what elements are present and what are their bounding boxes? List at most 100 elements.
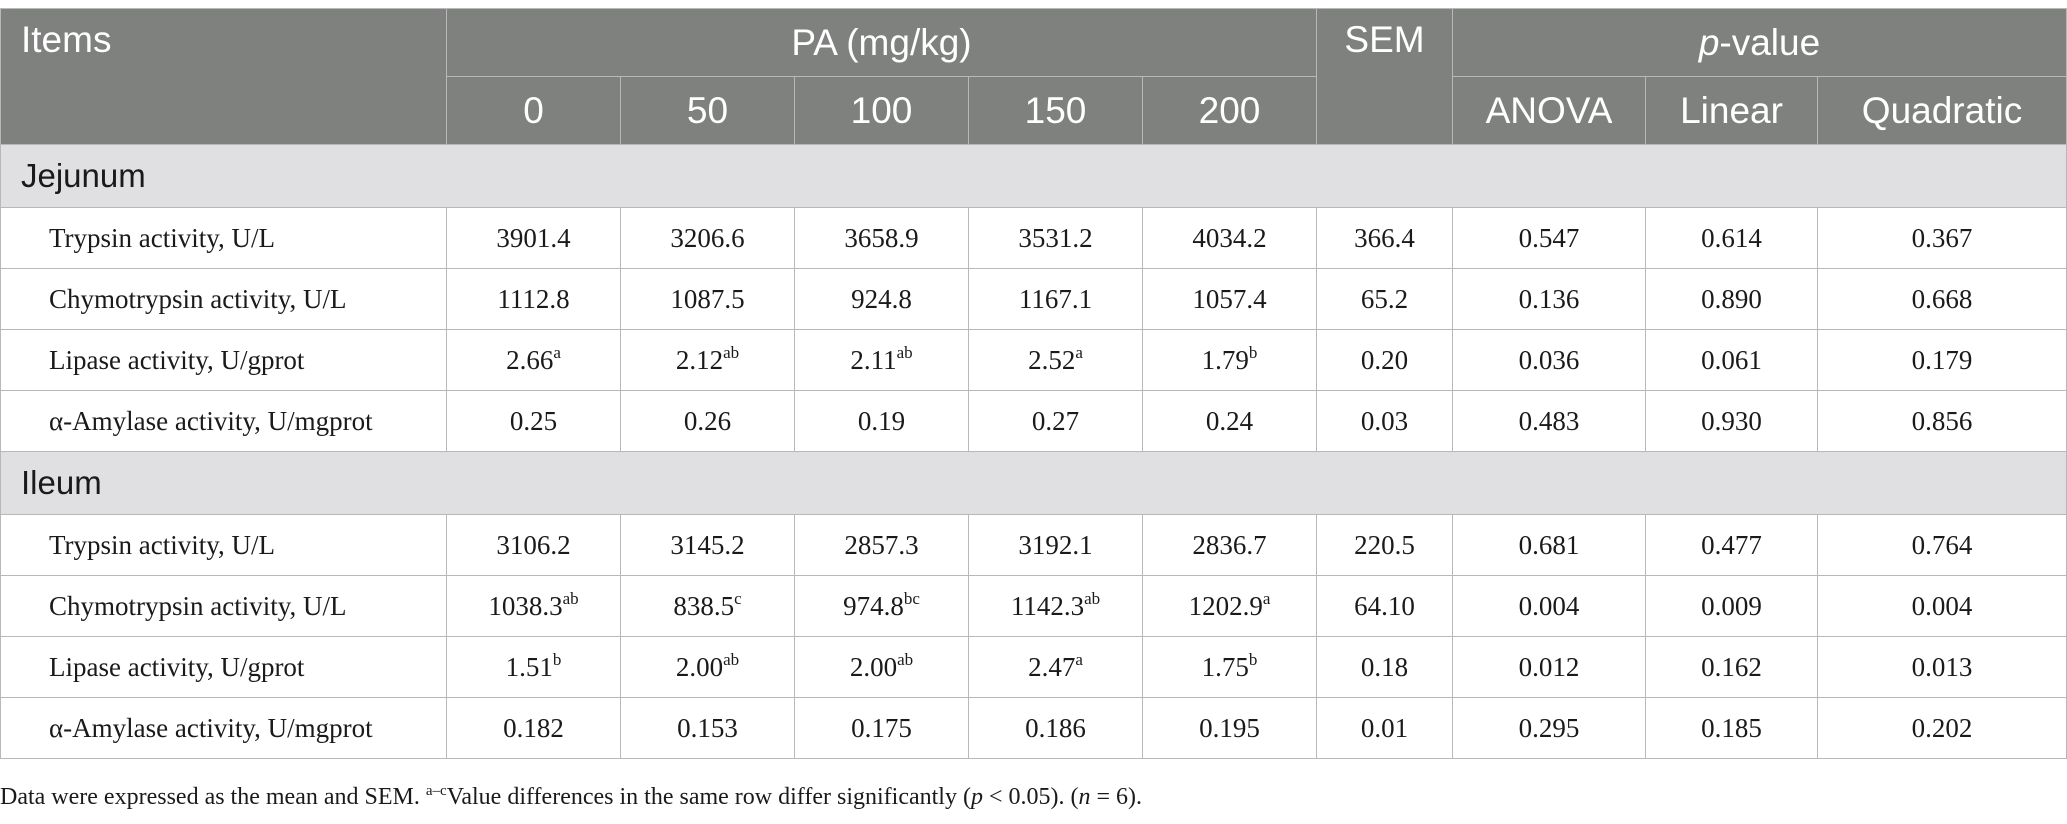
sem-cell: 65.2 [1316,268,1453,330]
section-label: Jejunum [0,144,2067,208]
quadratic-header: Quadratic [1816,76,2067,145]
value-cell: 1.75b [1142,636,1317,698]
cell-value: 4034.2 [1192,222,1267,253]
cell-value: 0.186 [1025,712,1086,743]
table-row: Lipase activity, U/gprot 1.51b 2.00ab 2.00a… [0,636,2067,698]
cell-value: 3192.1 [1018,529,1093,560]
cell-value: 1.51 [505,651,553,682]
row-label: Trypsin activity, U/L [0,514,447,576]
cell-value: 0.153 [677,712,738,743]
significance-superscript: bc [903,588,920,608]
sem-cell: 64.10 [1316,575,1453,637]
cell-value: 0.182 [503,712,564,743]
enzyme-activity-table: Items PA (mg/kg) SEM p-value 0 50 100 15… [0,8,2067,759]
cell-value: 2.66 [506,344,554,375]
value-cell: 3192.1 [968,514,1143,576]
dose-header: 150 [968,76,1143,145]
quadratic-cell: 0.004 [1816,575,2067,637]
cell-value: 838.5 [673,590,735,621]
value-cell: 0.182 [446,697,621,759]
cell-value: 0.26 [683,405,732,436]
cell-value: 3145.2 [670,529,745,560]
cell-value: 3901.4 [496,222,571,253]
cell-value: 0.27 [1031,405,1080,436]
table-row: Chymotrypsin activity, U/L 1112.8 1087.5 92… [0,268,2067,330]
anova-cell: 0.136 [1452,268,1646,330]
footnote-text: = 6). [1090,784,1143,810]
value-cell: 2.47a [968,636,1143,698]
value-cell: 924.8 [794,268,969,330]
cell-value: 0.19 [857,405,906,436]
anova-cell: 0.004 [1452,575,1646,637]
table-row: Trypsin activity, U/L 3106.2 3145.2 2857.3 3… [0,514,2067,576]
value-cell: 0.27 [968,390,1143,452]
significance-superscript: ab [1084,588,1101,608]
quadratic-cell: 0.856 [1816,390,2067,452]
p-value-suffix: -value [1719,21,1821,63]
footnote-text: Data were expressed as the mean and SEM. [0,784,426,810]
value-cell: 2.52a [968,329,1143,391]
table-body: Jejunum Trypsin activity, U/L 3901.4 3206.6… [0,144,2067,759]
cell-value: 0.24 [1205,405,1254,436]
value-cell: 1.79b [1142,329,1317,391]
row-label: α-Amylase activity, U/mgprot [0,390,447,452]
dose-header: 100 [794,76,969,145]
sem-cell: 0.01 [1316,697,1453,759]
quadratic-cell: 0.179 [1816,329,2067,391]
table-row: Chymotrypsin activity, U/L 1038.3ab 838.5c… [0,575,2067,637]
value-cell: 0.186 [968,697,1143,759]
cell-value: 924.8 [851,283,912,314]
value-cell: 4034.2 [1142,207,1317,269]
table-row: α-Amylase activity, U/mgprot 0.182 0.153 0.… [0,697,2067,759]
sem-cell: 366.4 [1316,207,1453,269]
value-cell: 0.19 [794,390,969,452]
p-value-header: p-value [1451,8,2067,77]
dose-header: 200 [1142,76,1317,145]
cell-value: 2.47 [1028,651,1076,682]
linear-cell: 0.477 [1645,514,1818,576]
table-row: Trypsin activity, U/L 3901.4 3206.6 3658.9 3… [0,207,2067,269]
significance-superscript: ab [896,342,913,362]
sem-cell: 0.18 [1316,636,1453,698]
significance-superscript: c [734,588,742,608]
value-cell: 0.175 [794,697,969,759]
linear-header: Linear [1645,76,1818,145]
linear-cell: 0.890 [1645,268,1818,330]
value-cell: 1112.8 [446,268,621,330]
value-cell: 3658.9 [794,207,969,269]
anova-cell: 0.295 [1452,697,1646,759]
cell-value: 1.75 [1201,651,1249,682]
cell-value: 2.00 [849,651,898,682]
significance-superscript: a [1262,588,1271,608]
significance-superscript: b [1248,342,1258,362]
cell-value: 0.195 [1199,712,1260,743]
cell-value: 2836.7 [1192,529,1267,560]
p-symbol: p [1698,21,1720,63]
footnote-superscript: a–c [425,783,447,799]
value-cell: 974.8bc [794,575,969,637]
cell-value: 2.12 [675,344,724,375]
significance-superscript: ab [562,588,579,608]
table-row: Lipase activity, U/gprot 2.66a 2.12ab 2.11a… [0,329,2067,391]
cell-value: 0.175 [851,712,912,743]
cell-value: 2857.3 [844,529,919,560]
value-cell: 0.195 [1142,697,1317,759]
table-row: α-Amylase activity, U/mgprot 0.25 0.26 0.19… [0,390,2067,452]
anova-cell: 0.012 [1452,636,1646,698]
cell-value: 3206.6 [670,222,745,253]
cell-value: 2.00 [675,651,724,682]
cell-value: 2.11 [850,344,897,375]
sem-cell: 220.5 [1316,514,1453,576]
section-row: Jejunum [0,144,2067,208]
row-label: Lipase activity, U/gprot [0,636,447,698]
footnote-p-symbol: p [970,784,983,810]
table-header: Items PA (mg/kg) SEM p-value 0 50 100 15… [0,8,2067,145]
value-cell: 0.26 [620,390,795,452]
value-cell: 1038.3ab [446,575,621,637]
cell-value: 974.8 [843,590,904,621]
value-cell: 2.00ab [794,636,969,698]
cell-value: 1112.8 [497,283,570,314]
pa-dose-header: PA (mg/kg) [446,8,1317,77]
value-cell: 2.11ab [794,329,969,391]
value-cell: 1142.3ab [968,575,1143,637]
